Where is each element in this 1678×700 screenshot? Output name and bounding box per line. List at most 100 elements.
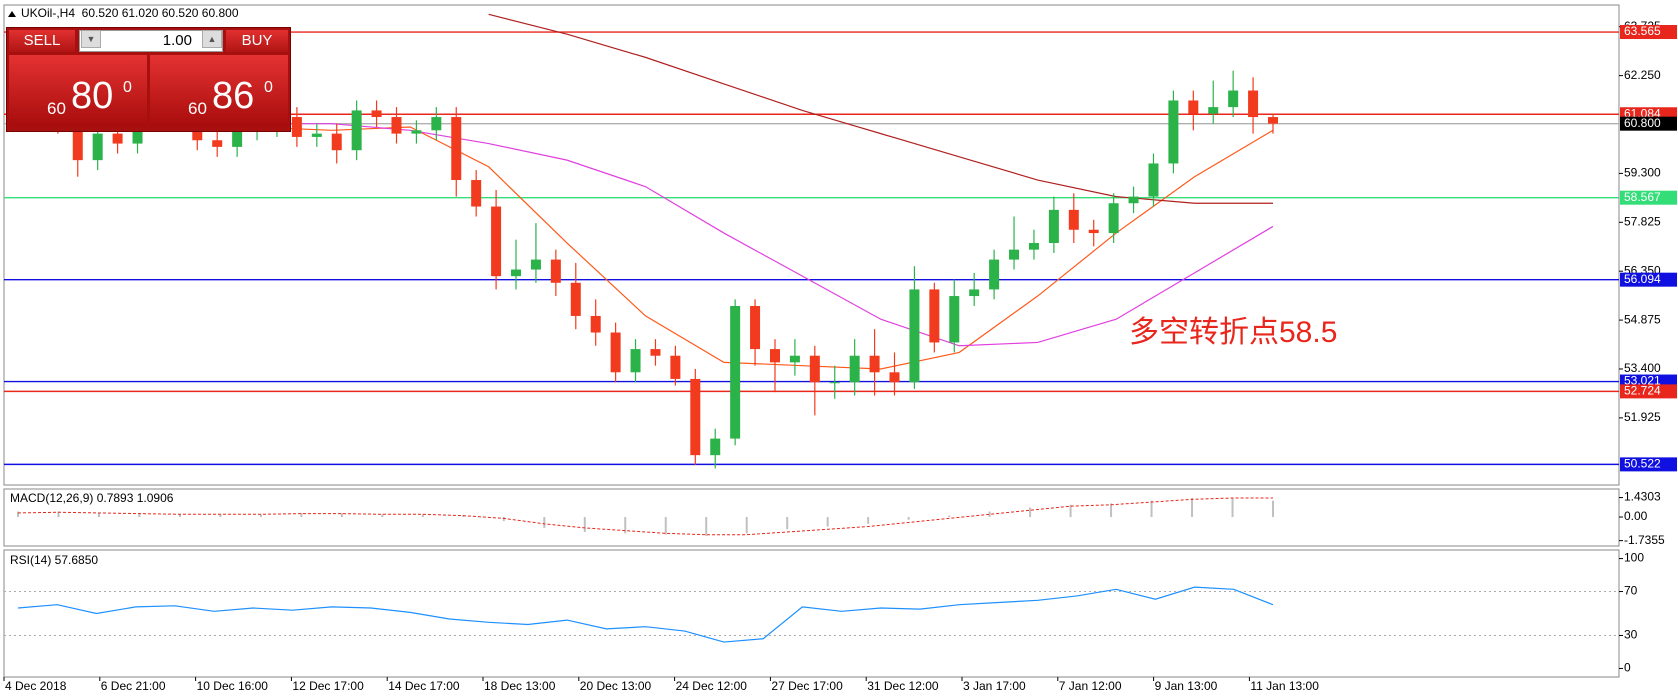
- candle-body: [889, 372, 900, 383]
- rsi-title: RSI(14) 57.6850: [10, 553, 98, 567]
- x-tick-label: 27 Dec 17:00: [771, 679, 843, 693]
- candle-body: [411, 130, 422, 134]
- price-panel: [3, 4, 1620, 486]
- x-tick-label: 20 Dec 13:00: [580, 679, 652, 693]
- lot-down[interactable]: ▼: [81, 30, 101, 48]
- y-tick-label: 62.250: [1624, 68, 1661, 82]
- moving-average: [17, 109, 1274, 370]
- macd-tick-label: -1.7355: [1624, 533, 1665, 547]
- rsi-tick-label: 70: [1624, 584, 1638, 598]
- lot-up[interactable]: ▲: [202, 30, 222, 48]
- level-label: 58.567: [1624, 190, 1661, 204]
- x-tick-label: 7 Jan 12:00: [1059, 679, 1122, 693]
- candle-body: [750, 305, 761, 350]
- candle-body: [112, 133, 123, 144]
- candle-body: [610, 332, 621, 373]
- level-label-box: [1620, 457, 1677, 472]
- candle-body: [590, 315, 601, 333]
- candle-body: [1168, 100, 1179, 164]
- candle-body: [491, 206, 502, 277]
- moving-average: [17, 123, 1274, 347]
- candle-body: [1128, 196, 1139, 204]
- bid-small: 60: [47, 99, 66, 118]
- x-tick-label: 10 Dec 16:00: [197, 679, 269, 693]
- candle-body: [650, 349, 661, 356]
- candle-body: [1148, 163, 1159, 197]
- bid-tile[interactable]: 60 80 0: [9, 55, 147, 127]
- trade-panel: SELL 1.00 ▼ ▲ BUY 60 80 0 60 86 0: [6, 27, 291, 132]
- level-label: 60.800: [1624, 116, 1661, 130]
- lot-field[interactable]: 1.00: [79, 30, 223, 52]
- y-tick-label: 59.300: [1624, 166, 1661, 180]
- x-tick-label: 18 Dec 13:00: [484, 679, 556, 693]
- candle-body: [550, 259, 561, 283]
- level-label-box: [1620, 25, 1677, 40]
- candle-body: [1048, 209, 1059, 244]
- candle-body: [1068, 209, 1079, 230]
- candle-body: [291, 117, 302, 137]
- x-tick-label: 11 Jan 13:00: [1250, 679, 1319, 693]
- moving-average: [488, 13, 1273, 204]
- candle-body: [331, 133, 342, 151]
- y-tick-label: 53.400: [1624, 361, 1661, 375]
- macd-title: MACD(12,26,9) 0.7893 1.0906: [10, 491, 174, 505]
- ask-tile[interactable]: 60 86 0: [150, 55, 288, 127]
- rsi-tick-label: 100: [1624, 551, 1644, 565]
- rsi-panel: [3, 549, 1620, 678]
- level-label-box: [1620, 190, 1677, 205]
- candle-body: [829, 382, 840, 384]
- rsi-tick-label: 0: [1624, 661, 1631, 675]
- candle-body: [511, 269, 522, 277]
- candle-body: [391, 117, 402, 134]
- ask-big: 86: [212, 75, 255, 117]
- candle-body: [570, 282, 581, 316]
- candle-body: [989, 259, 1000, 290]
- x-tick-label: 31 Dec 12:00: [867, 679, 939, 693]
- y-tick-label: 54.875: [1624, 312, 1661, 326]
- level-label: 53.021: [1624, 374, 1661, 388]
- candle-body: [909, 289, 920, 383]
- candle-body: [1088, 229, 1099, 234]
- x-tick-label: 12 Dec 17:00: [292, 679, 364, 693]
- rsi-line: [17, 586, 1274, 643]
- candle-body: [1208, 107, 1219, 114]
- level-label: 52.724: [1624, 384, 1661, 398]
- candle-body: [471, 180, 482, 207]
- x-tick-label: 6 Dec 21:00: [101, 679, 166, 693]
- candle-body: [1268, 117, 1278, 124]
- candle-body: [92, 133, 103, 161]
- candle-body: [1228, 90, 1239, 108]
- candle-body: [431, 117, 442, 131]
- sell-button[interactable]: SELL: [9, 30, 75, 52]
- level-label: 50.522: [1624, 457, 1661, 471]
- candle-body: [1108, 203, 1119, 234]
- candle-body: [351, 110, 362, 151]
- candle-body: [530, 259, 541, 270]
- chart-header: UKOil-,H4 60.520 61.020 60.520 60.800: [21, 6, 239, 20]
- candle-body: [809, 355, 820, 383]
- candle-body: [212, 140, 223, 147]
- macd-tick-label: 0.00: [1624, 509, 1648, 523]
- candle-body: [1009, 249, 1020, 260]
- buy-button[interactable]: BUY: [226, 30, 288, 52]
- rsi-tick-label: 30: [1624, 628, 1638, 642]
- candle-body: [789, 355, 800, 363]
- candle-body: [451, 117, 462, 181]
- collapse-icon: [8, 11, 16, 17]
- y-tick-label: 57.825: [1624, 214, 1661, 228]
- candle-body: [232, 130, 243, 147]
- candle-body: [769, 349, 780, 363]
- bid-big: 80: [71, 75, 114, 117]
- macd-panel: [3, 488, 1620, 547]
- level-label-box: [1620, 384, 1677, 399]
- candle-body: [371, 110, 382, 118]
- x-tick-label: 9 Jan 13:00: [1155, 679, 1218, 693]
- candle-body: [849, 355, 860, 383]
- level-label: 56.094: [1624, 272, 1661, 286]
- candle-body: [869, 355, 880, 373]
- macd-tick-label: 1.4303: [1624, 490, 1661, 504]
- macd-signal: [17, 497, 1273, 536]
- candle-body: [1188, 100, 1199, 114]
- level-label-box: [1620, 272, 1677, 287]
